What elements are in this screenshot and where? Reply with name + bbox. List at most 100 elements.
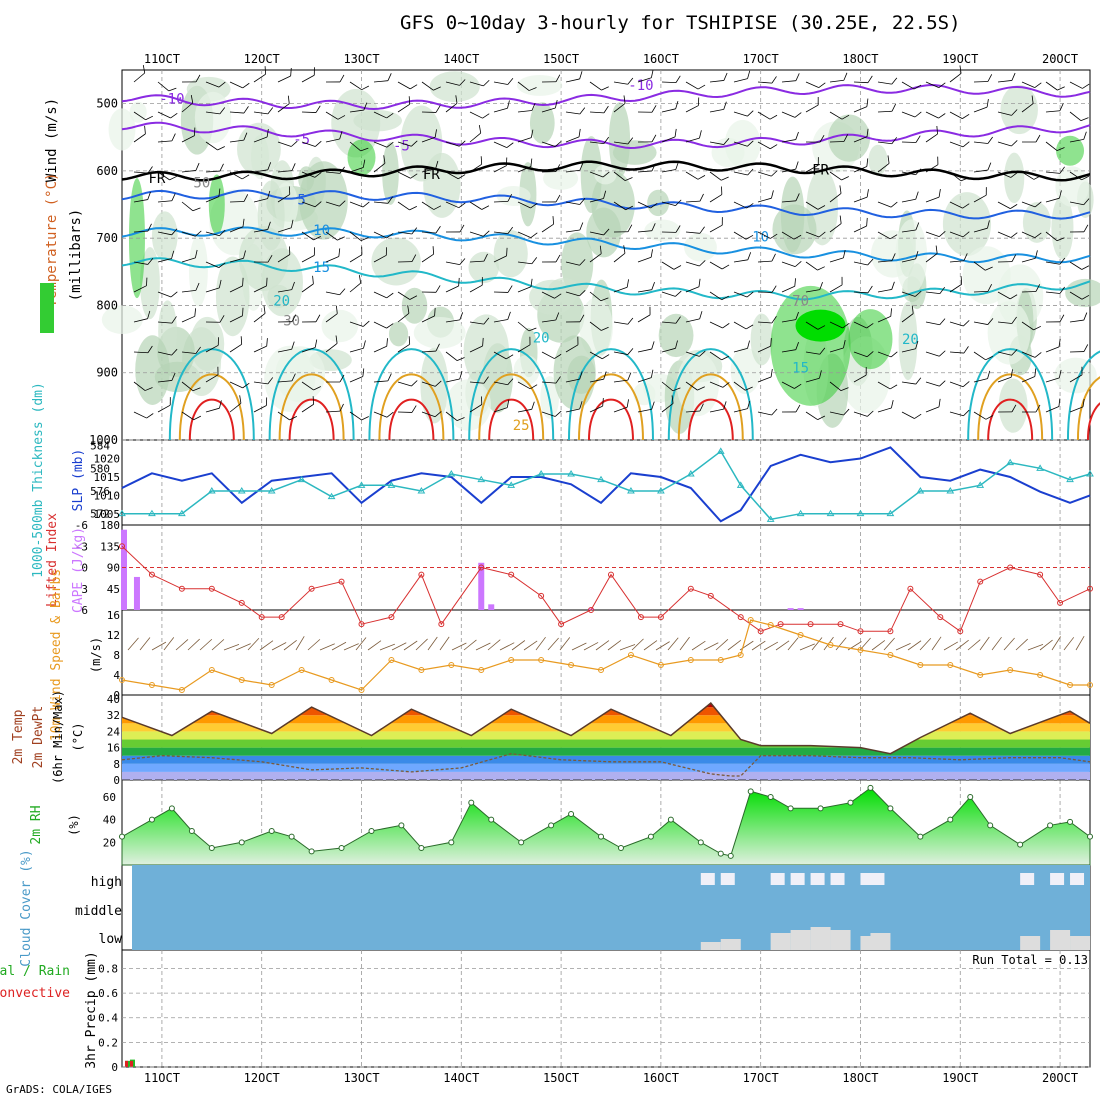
- wind-barb: [925, 156, 939, 173]
- wind-barb-shaft: [877, 289, 892, 293]
- wind-barb-feather: [290, 140, 298, 147]
- wind-barb: [397, 201, 417, 211]
- li-marker: [777, 621, 784, 628]
- wind-barb-shaft: [589, 81, 602, 91]
- wind-barb-shaft: [853, 351, 868, 358]
- wind-barb-feather: [721, 176, 729, 181]
- wind10m-barb: [1075, 636, 1085, 651]
- wind-barb: [637, 69, 654, 83]
- wind-barb: [157, 348, 178, 356]
- wind-barb-shaft: [805, 261, 818, 271]
- wind-barb: [253, 305, 266, 323]
- wind-barb: [829, 249, 846, 263]
- wind10m-barb: [751, 640, 766, 651]
- wind-barb-feather: [675, 225, 681, 233]
- wind10m-barb: [643, 640, 658, 651]
- wind-barb-feather: [960, 177, 969, 182]
- wind-barb-shaft: [517, 110, 532, 113]
- wind-barb-shaft: [205, 407, 220, 413]
- wind-barb-feather: [194, 249, 198, 258]
- wind-barb: [517, 381, 538, 390]
- wind10m-tick: 0: [113, 689, 120, 702]
- wind-barb-shaft: [613, 321, 628, 325]
- wind-barb: [901, 290, 922, 297]
- wind10m-marker: [148, 682, 155, 688]
- wind-barb-shaft: [157, 81, 170, 92]
- wind-barb-feather: [555, 410, 562, 417]
- rh2m-marker: [647, 833, 654, 840]
- wind-barb: [1045, 141, 1065, 151]
- wind-barb-feather: [746, 203, 754, 209]
- rh2m-marker: [947, 816, 954, 823]
- wind-barb-feather: [911, 305, 914, 314]
- wind-barb-feather: [721, 295, 730, 301]
- wind-barb-feather: [841, 276, 843, 285]
- thickness-marker: [207, 487, 216, 494]
- wind-barb-feather: [579, 222, 584, 231]
- wind-barb-feather: [623, 95, 626, 104]
- wind-barb-shaft: [421, 136, 436, 143]
- wind-barb-shaft: [517, 137, 532, 143]
- wind-barb: [205, 107, 226, 115]
- wind-barb-feather: [817, 325, 826, 330]
- temp-band: [122, 715, 1090, 724]
- wind-barb-shaft: [781, 80, 796, 83]
- wind-barb: [997, 254, 1017, 263]
- rh2m-marker: [667, 816, 674, 823]
- wind-barb: [373, 291, 394, 299]
- wind-barb-shaft: [1045, 110, 1060, 113]
- contour-15: [121, 257, 1091, 301]
- wind10m-barb-shaft: [703, 642, 719, 651]
- wind-barb-shaft: [685, 318, 700, 323]
- wind-barb-shaft: [301, 255, 315, 263]
- wind-barb-shaft: [253, 381, 268, 385]
- wind-barb-shaft: [805, 231, 820, 238]
- rh2m-marker: [987, 822, 994, 829]
- contour-label: -10: [628, 78, 653, 94]
- wind-barb: [229, 336, 243, 353]
- wind-barb-shaft: [949, 321, 964, 327]
- wind-barb-shaft: [757, 81, 772, 84]
- rh-shade: [463, 314, 509, 388]
- wind-barb: [397, 291, 418, 300]
- wind-barb-shaft: [133, 171, 148, 174]
- wind10m-marker: [208, 667, 215, 673]
- wind-barb-shaft: [157, 321, 172, 324]
- wind10m-barb-shaft: [343, 643, 359, 651]
- wind-barb-shaft: [709, 224, 723, 233]
- wind-barb-feather: [433, 205, 442, 210]
- wind-barb: [349, 246, 363, 263]
- wind10m-barb: [619, 644, 636, 651]
- wind-barb-feather: [939, 286, 946, 294]
- wind10m-barb-shaft: [619, 644, 636, 651]
- wind-barb: [1021, 231, 1042, 239]
- wind-barb-shaft: [541, 319, 556, 323]
- wind-barb-feather: [482, 337, 484, 346]
- pressure-tick-label: 1000: [89, 433, 118, 447]
- rh-shade: [684, 232, 717, 262]
- wind10m-barb: [1015, 638, 1028, 651]
- wind10m-barb: [199, 638, 213, 651]
- cloud-cover-fill: [132, 865, 1090, 950]
- wind10m-barb-shaft: [463, 639, 477, 651]
- rh2m-marker: [727, 852, 734, 859]
- wind-barb-feather: [842, 249, 846, 259]
- wind-barb-feather: [291, 341, 295, 350]
- wind10m-barb: [799, 643, 815, 651]
- wind-barb-feather: [339, 131, 343, 140]
- slp-tick: 1015: [94, 471, 121, 484]
- wind-barb-feather: [987, 162, 992, 171]
- wind-barb-feather: [697, 175, 706, 180]
- wind-barb-shaft: [877, 407, 892, 413]
- time-label-top: 14OCT: [443, 52, 479, 66]
- wind-barb-shaft: [1021, 376, 1036, 383]
- wind-barb: [589, 245, 602, 263]
- wind-barb: [205, 81, 226, 88]
- wind-barb-shaft: [637, 289, 652, 293]
- ylabel-wind10m-unit: (m/s): [89, 637, 103, 673]
- wind-barb-shaft: [205, 111, 220, 115]
- rh2m-marker: [887, 805, 894, 812]
- wind-barb-shaft: [829, 171, 842, 181]
- wind-barb-shaft: [997, 141, 1012, 147]
- wind-barb: [853, 128, 869, 143]
